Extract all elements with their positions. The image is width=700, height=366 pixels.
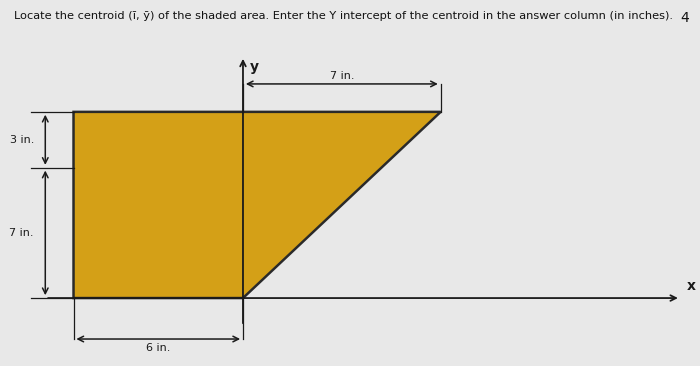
- Text: x: x: [687, 279, 695, 294]
- Text: y: y: [250, 60, 259, 74]
- Polygon shape: [74, 112, 441, 298]
- Text: 6 in.: 6 in.: [146, 343, 170, 353]
- Text: 7 in.: 7 in.: [330, 71, 354, 81]
- Text: Locate the centroid (ī, ȳ) of the shaded area. Enter the Y intercept of the cent: Locate the centroid (ī, ȳ) of the shaded…: [14, 11, 673, 21]
- Text: 3 in.: 3 in.: [10, 135, 34, 145]
- Text: 7 in.: 7 in.: [10, 228, 34, 238]
- Text: 4: 4: [680, 11, 690, 25]
